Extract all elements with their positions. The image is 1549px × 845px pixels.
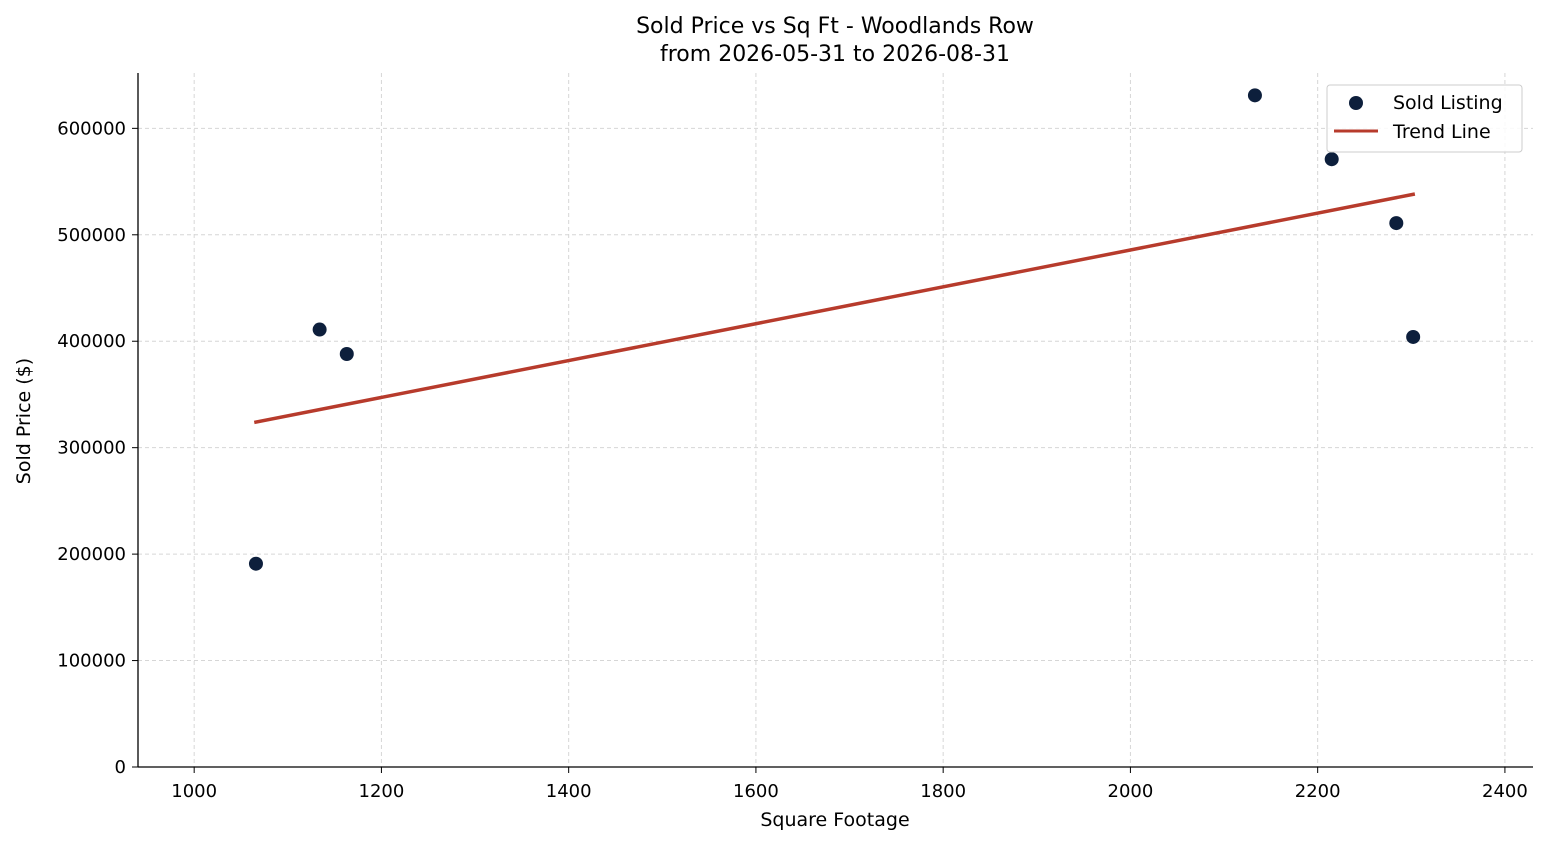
data-point bbox=[1389, 216, 1404, 231]
data-point bbox=[1406, 329, 1421, 344]
legend-label-sold-listing: Sold Listing bbox=[1393, 92, 1503, 114]
y-tick-label: 100000 bbox=[57, 651, 126, 672]
x-tick-label: 1200 bbox=[359, 781, 405, 802]
data-point bbox=[248, 556, 263, 571]
y-axis-label: Sold Price ($) bbox=[13, 358, 35, 484]
points-layer bbox=[248, 88, 1421, 571]
x-tick-label: 2200 bbox=[1295, 781, 1341, 802]
y-tick-label: 0 bbox=[115, 757, 126, 778]
x-axis-label: Square Footage bbox=[760, 809, 909, 831]
legend: Sold Listing Trend Line bbox=[1326, 84, 1523, 153]
x-tick-label: 1000 bbox=[171, 781, 217, 802]
y-tick-label: 400000 bbox=[57, 331, 126, 352]
legend-box bbox=[1326, 84, 1523, 153]
data-point bbox=[1247, 88, 1262, 103]
x-tick-label: 1400 bbox=[546, 781, 592, 802]
legend-marker-sold-listing bbox=[1349, 96, 1363, 110]
axes-layer bbox=[137, 73, 1533, 768]
grid-layer bbox=[138, 73, 1533, 768]
data-point bbox=[339, 347, 354, 362]
data-point bbox=[312, 322, 327, 337]
chart-title: Sold Price vs Sq Ft - Woodlands Row bbox=[636, 14, 1034, 39]
trend-layer bbox=[253, 192, 1416, 425]
data-point bbox=[1324, 152, 1339, 167]
x-tick-label: 1600 bbox=[733, 781, 779, 802]
x-tick-label: 2000 bbox=[1108, 781, 1154, 802]
x-tick-label: 2400 bbox=[1482, 781, 1528, 802]
chart-subtitle: from 2026-05-31 to 2026-08-31 bbox=[660, 42, 1010, 67]
y-tick-label: 300000 bbox=[57, 438, 126, 459]
trend-line bbox=[253, 192, 1416, 425]
y-tick-label: 500000 bbox=[57, 225, 126, 246]
ticks-layer: 1000 1200 1400 1600 1800 2000 2200 2400 0 100000 2… bbox=[57, 118, 1528, 802]
x-tick-label: 1800 bbox=[920, 781, 966, 802]
legend-label-trend-line: Trend Line bbox=[1392, 121, 1491, 143]
y-tick-label: 600000 bbox=[57, 118, 126, 139]
y-tick-label: 200000 bbox=[57, 544, 126, 565]
